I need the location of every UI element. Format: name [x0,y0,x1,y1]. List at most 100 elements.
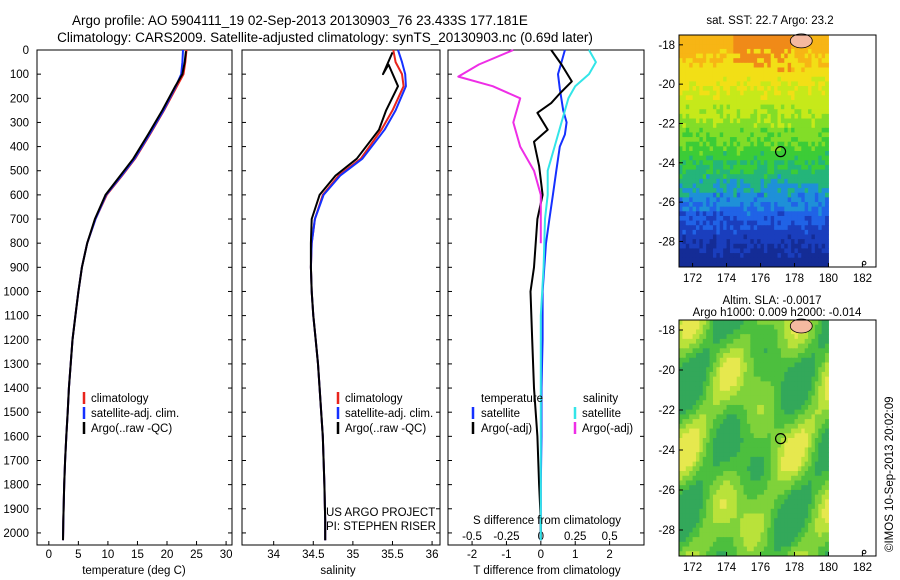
map-cell [740,81,745,87]
map-cell [804,409,809,415]
map-cell [814,48,819,55]
map-cell [695,48,700,55]
map-cell [699,381,704,387]
map-cell [777,39,782,45]
map-cell [716,452,721,458]
map-cell [726,367,731,373]
map-cell [733,48,738,55]
map-cell [729,229,734,236]
map-cell [753,48,758,55]
map-cell [692,62,697,68]
map-cell [689,44,694,50]
map-cell [818,202,823,208]
map-cell [760,253,765,259]
map-cell [797,257,802,263]
map-cell [743,489,748,496]
map-cell [719,123,724,129]
map-cell [757,48,762,55]
map-cell [814,81,819,87]
map-cell [736,174,741,180]
map-cell [679,76,683,82]
lon-tick-label: 174 [717,273,737,285]
map-cell [679,72,683,78]
map-cell [780,320,785,326]
map-cell [784,376,789,382]
map-cell [702,404,707,411]
map-cell [791,137,795,143]
map-cell [770,499,775,505]
map-cell [814,141,819,147]
legend-temp-argo-label: Argo(-adj) [481,423,532,435]
salinity-panel-frame [241,49,441,546]
map-cell [695,81,700,87]
map-cell [770,409,775,415]
map-cell [682,202,687,208]
map-cell [695,320,700,326]
map-cell [801,343,806,349]
map-cell [777,546,782,552]
map-cell [777,206,782,212]
map-cell [808,433,812,439]
difference-legend: temperature satellite Argo(-adj) salinit… [471,393,633,435]
map-cell [682,39,687,45]
map-cell [767,132,772,138]
map-cell [774,367,778,373]
map-cell [702,400,707,406]
map-cell [712,164,717,171]
map-cell [743,99,748,106]
map-cell [825,334,829,340]
map-cell [702,35,707,41]
map-cell [777,90,782,96]
map-cell [767,386,772,392]
map-cell [811,348,816,354]
map-cell [767,447,772,453]
map-cell [689,414,694,420]
map-cell [695,67,700,73]
map-cell [787,109,792,115]
map-cell [797,155,802,161]
map-cell [794,485,799,491]
map-cell [679,234,683,240]
map-cell [818,239,823,245]
map-cell [797,113,802,120]
map-cell [723,362,728,368]
map-cell [814,243,819,249]
map-cell [794,58,799,64]
map-cell [692,522,697,529]
map-cell [780,123,785,129]
map-cell [784,475,789,481]
map-cell [784,489,789,496]
map-cell [821,438,826,444]
map-cell [709,504,714,510]
map-cell [825,400,829,406]
map-cell [746,504,751,510]
map-cell [712,395,717,401]
map-cell [825,262,829,268]
map-cell [740,248,745,254]
map-cell [825,461,829,467]
map-cell [780,362,785,368]
map-cell [695,527,700,533]
map-cell [760,151,765,157]
map-cell [794,414,799,420]
map-cell [743,90,748,96]
map-cell [780,155,785,161]
map-cell [821,456,826,463]
depth-tick-label: 1200 [3,335,29,347]
map-cell [774,192,778,198]
map-cell [699,338,704,345]
map-cell [692,262,697,268]
map-cell [706,471,711,477]
map-cell [753,62,758,68]
map-cell [719,76,724,82]
map-cell [770,504,775,510]
map-cell [757,39,762,45]
map-cell [719,248,724,254]
map-cell [679,62,683,68]
map-cell [753,141,758,147]
map-cell [804,419,809,425]
map-cell [770,386,775,392]
map-cell [794,546,799,552]
map-cell [787,90,792,96]
map-cell [685,461,690,467]
